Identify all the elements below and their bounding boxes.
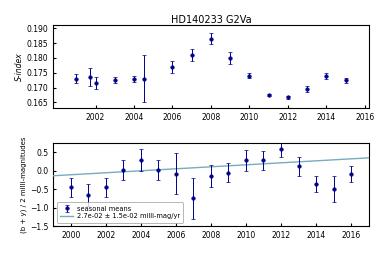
Y-axis label: S-index: S-index bbox=[15, 53, 24, 81]
Y-axis label: (b + y) / 2 milli-magnitudes: (b + y) / 2 milli-magnitudes bbox=[21, 136, 27, 233]
Legend: seasonal means, 2.7e-02 ± 1.5e-02 milli-mag/yr: seasonal means, 2.7e-02 ± 1.5e-02 milli-… bbox=[57, 202, 183, 223]
Title: HD140233 G2Va: HD140233 G2Va bbox=[171, 15, 251, 25]
